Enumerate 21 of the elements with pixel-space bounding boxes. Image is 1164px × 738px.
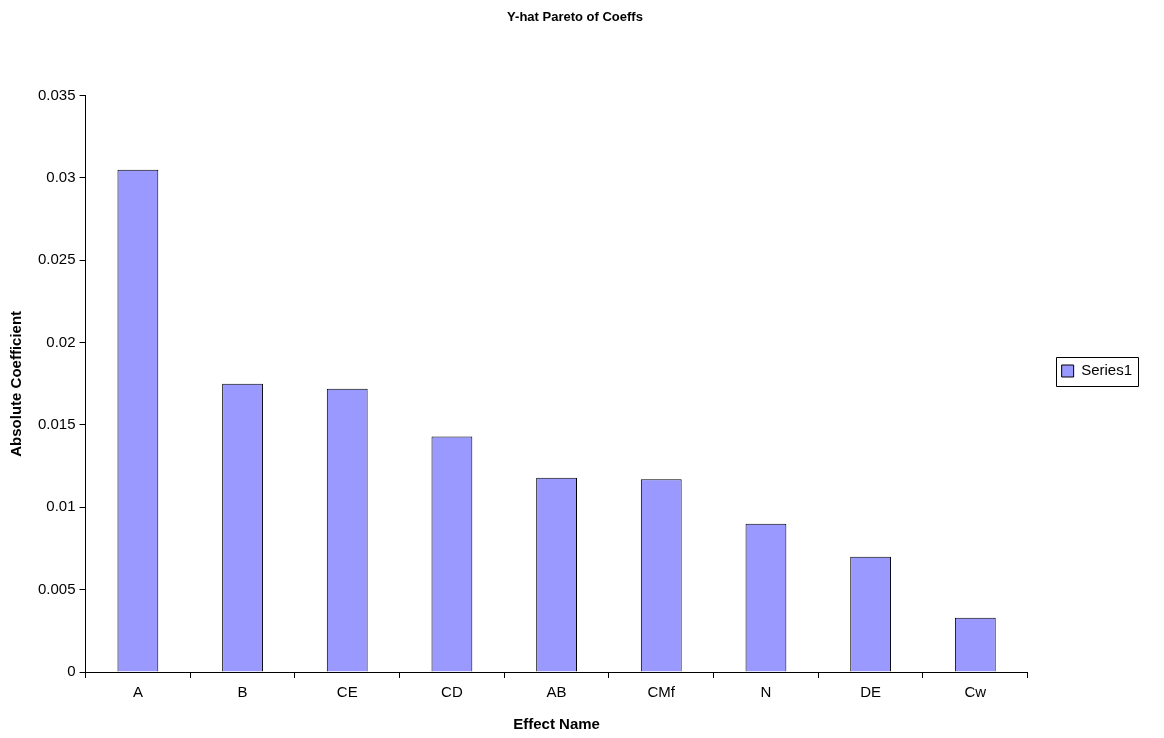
y-tick-label: 0.025 xyxy=(37,250,76,268)
y-tick-label: 0.02 xyxy=(46,332,76,350)
chart-title: Y-hat Pareto of Coeffs xyxy=(507,9,643,25)
y-tick-label: 0.03 xyxy=(46,168,76,186)
legend-label: Series1 xyxy=(1081,361,1132,379)
y-tick-label: 0 xyxy=(67,662,76,680)
y-tick-label: 0.005 xyxy=(37,579,76,597)
x-tick-label: CMf xyxy=(647,683,676,701)
x-axis-title: Effect Name xyxy=(513,715,600,733)
x-tick-label: N xyxy=(760,683,772,701)
x-tick-label: B xyxy=(237,683,248,701)
x-tick-label: A xyxy=(132,683,143,701)
x-tick-label: CE xyxy=(336,683,358,701)
y-axis-title: Absolute Coefficient xyxy=(7,310,25,457)
x-tick-label: AB xyxy=(546,683,567,701)
y-tick-label: 0.035 xyxy=(37,85,76,103)
y-tick-label: 0.015 xyxy=(37,415,76,433)
x-tick-label: DE xyxy=(860,683,882,701)
y-tick-label: 0.01 xyxy=(46,497,76,515)
x-tick-label: Cw xyxy=(964,683,987,701)
x-tick-label: CD xyxy=(441,683,463,701)
